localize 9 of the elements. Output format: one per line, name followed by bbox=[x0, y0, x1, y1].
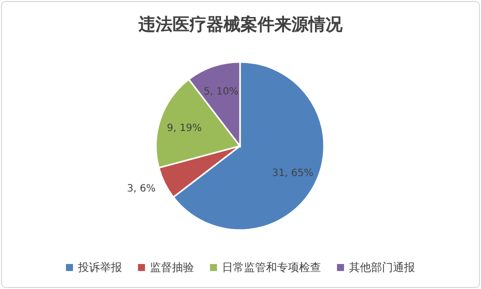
legend-label: 其他部门通报 bbox=[349, 261, 415, 274]
data-label: 9, 19% bbox=[166, 123, 202, 134]
data-label: 31, 65% bbox=[272, 168, 314, 180]
legend-label: 监督抽验 bbox=[150, 261, 194, 274]
legend-label: 投诉举报 bbox=[77, 261, 122, 274]
data-label: 5, 10% bbox=[204, 86, 239, 98]
chart-title: 违法医疗器械案件来源情况 bbox=[138, 14, 344, 35]
legend-label: 日常监管和专项检查 bbox=[222, 261, 321, 274]
data-label: 3, 6% bbox=[127, 184, 156, 195]
